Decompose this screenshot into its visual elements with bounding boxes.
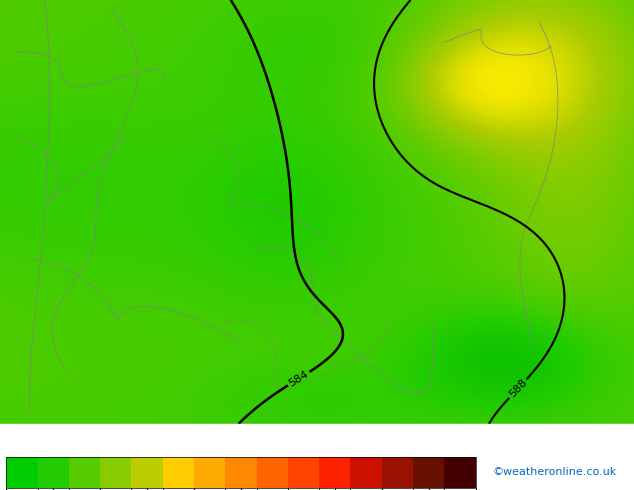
Text: 584: 584	[287, 369, 311, 389]
Text: ©weatheronline.co.uk: ©weatheronline.co.uk	[493, 467, 617, 477]
Text: 588: 588	[507, 377, 529, 400]
Text: Height 500 hPa  Spread  mean+σ  [gpdm]  ECMWF    Tu 11-06-2024  18:00 UTC (18+14: Height 500 hPa Spread mean+σ [gpdm] ECMW…	[6, 433, 519, 443]
